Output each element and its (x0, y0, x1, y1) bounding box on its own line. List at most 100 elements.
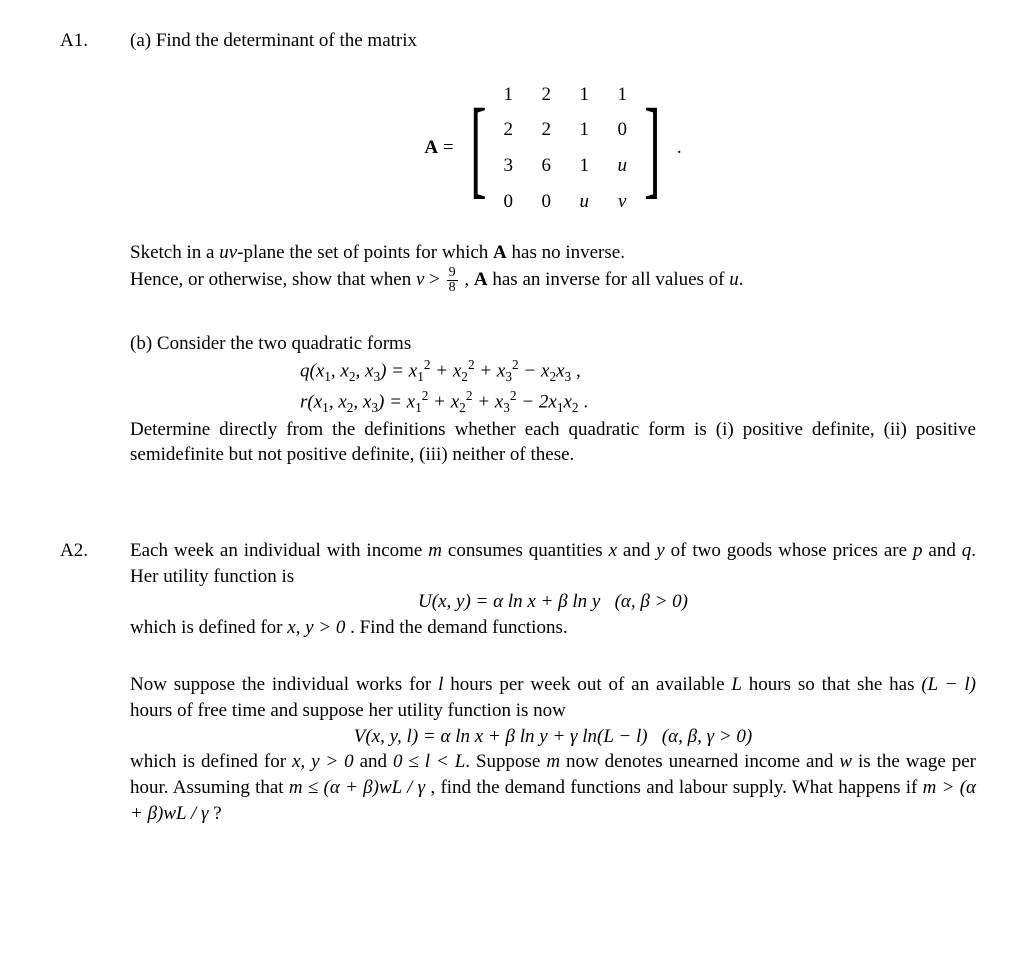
matrix-cell: 1 (576, 117, 592, 143)
frac-den: 8 (447, 281, 458, 295)
a1-sketch-sentence: Sketch in a uv-plane the set of points f… (130, 240, 976, 295)
var-L: L (731, 674, 742, 695)
l: l (407, 726, 412, 747)
matrix: [ 1 2 1 1 2 2 1 0 3 6 1 u 0 0 u (460, 76, 671, 221)
matrix-cell: 3 (500, 153, 516, 179)
sub: 2 (349, 370, 356, 385)
txt: , find the demand functions and labour s… (425, 777, 922, 798)
matrix-cells: 1 2 1 1 2 2 1 0 3 6 1 u 0 0 u v (496, 76, 634, 221)
a1-partb-conclusion: Determine directly from the definitions … (130, 417, 976, 468)
ll-expr: (L − l) (921, 674, 976, 695)
var-m: m (546, 751, 560, 772)
l-cond: 0 ≤ l < L (393, 751, 465, 772)
sub: 1 (415, 400, 422, 415)
txt: consumes quantities (442, 540, 609, 561)
a2-p1: Each week an individual with income m co… (130, 538, 976, 589)
matrix-period: . (677, 135, 682, 161)
matrix-cell: 1 (614, 82, 630, 108)
txt: . Suppose (465, 751, 546, 772)
l: l (636, 726, 641, 747)
txt: ) = x (378, 391, 415, 412)
var-x: x (609, 540, 617, 561)
beta: β (558, 591, 567, 612)
txt: and (354, 751, 393, 772)
x: x (372, 726, 380, 747)
alpha: α (621, 591, 631, 612)
beta: β (688, 726, 697, 747)
alpha: α (668, 726, 678, 747)
a2-p2: which is defined for x, y > 0 . Find the… (130, 615, 976, 641)
txt: now denotes unearned income and (560, 751, 839, 772)
text: Hence, or otherwise, show that when (130, 269, 416, 290)
text: has no inverse. (507, 242, 625, 263)
txt: , x (329, 391, 347, 412)
txt: + x (431, 361, 462, 382)
sub: 3 (371, 400, 378, 415)
matrix-cell: 0 (500, 189, 516, 215)
text: -plane the set of points for which (237, 242, 493, 263)
txt: + x (428, 391, 459, 412)
sub: 1 (322, 400, 329, 415)
period: . (739, 269, 744, 290)
text: , (460, 269, 474, 290)
sub: 2 (572, 400, 579, 415)
sup: 2 (512, 357, 519, 372)
sub: 3 (503, 400, 510, 415)
q-lhs: q(x (300, 361, 324, 382)
r-form: r(x1, x2, x3) = x12 + x22 + x32 − 2x1x2 … (300, 387, 976, 417)
y: y (592, 591, 600, 612)
a2-p4: which is defined for x, y > 0 and 0 ≤ l … (130, 749, 976, 826)
text: has an inverse for all values of (488, 269, 730, 290)
L: L (603, 726, 613, 747)
sub: 2 (461, 370, 468, 385)
sub: 1 (324, 370, 331, 385)
txt: − x (519, 361, 550, 382)
question-a1: A 1. (a) Find the determinant of the matr… (60, 28, 976, 486)
txt: Each week an individual with income (130, 540, 428, 561)
matrix-cell: 2 (500, 117, 516, 143)
matrix-ref: A (493, 242, 507, 263)
var-m: m (428, 540, 442, 561)
var-u: u (729, 269, 739, 290)
v-eq: V(x, y, l) = α ln x + β ln y + γ ln(L − … (354, 726, 752, 747)
gamma: γ (707, 726, 715, 747)
beta: β (640, 591, 649, 612)
txt: + x (472, 391, 503, 412)
x: x (475, 726, 483, 747)
alpha: α (493, 591, 503, 612)
sup: 2 (510, 388, 517, 403)
txt: , x (331, 361, 349, 382)
txt: of two goods whose prices are (665, 540, 913, 561)
question-body: (a) Find the determinant of the matrix A… (130, 28, 976, 486)
txt: and (922, 540, 961, 561)
txt: , x (353, 391, 371, 412)
y: y (539, 726, 547, 747)
question-number: A2. (60, 538, 130, 826)
txt: Now suppose the individual works for (130, 674, 438, 695)
txt: . Find the demand functions. (345, 617, 567, 638)
y: y (456, 591, 464, 612)
r-lhs: r(x (300, 391, 322, 412)
gamma: γ (570, 726, 578, 747)
xy-cond: x, y > 0 (292, 751, 354, 772)
uv-var: uv (219, 242, 237, 263)
matrix-cell: v (614, 189, 630, 215)
q-form: q(x1, x2, x3) = x12 + x22 + x32 − x2x3 , (300, 356, 976, 386)
v-func: V (354, 726, 366, 747)
var-y: y (656, 540, 664, 561)
matrix-cell: 6 (538, 153, 554, 179)
matrix-equation: A = [ 1 2 1 1 2 2 1 0 3 6 1 u 0 0 (130, 72, 976, 225)
txt: which is defined for (130, 617, 287, 638)
x: x (527, 591, 535, 612)
matrix-cell: 1 (576, 82, 592, 108)
u-func: U (418, 591, 432, 612)
txt: + x (475, 361, 506, 382)
frac-num: 9 (447, 266, 458, 281)
period: . (579, 391, 589, 412)
txt: , x (356, 361, 374, 382)
txt: and (617, 540, 656, 561)
matrix-cell: 0 (538, 189, 554, 215)
txt: x (556, 361, 564, 382)
comma: , (571, 361, 581, 382)
txt: − 2x (517, 391, 557, 412)
